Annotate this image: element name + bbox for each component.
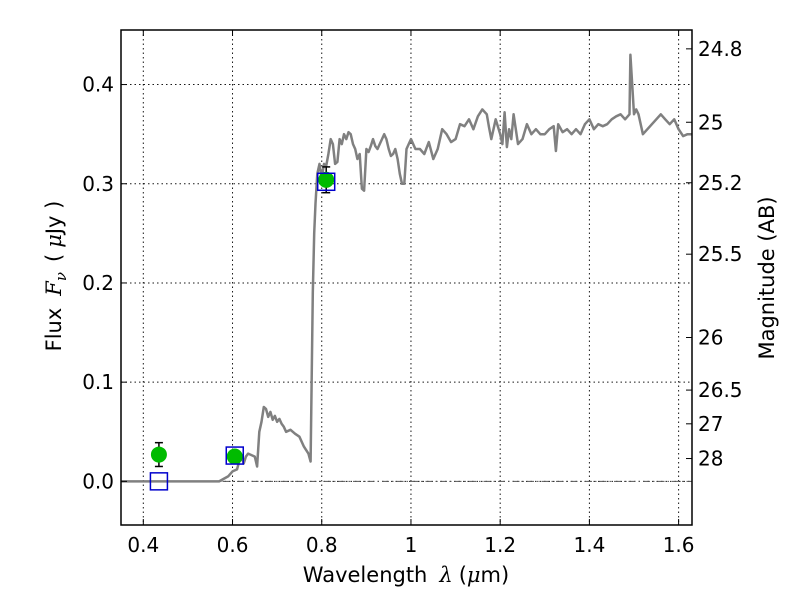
- x-axis-label: Wavelength λ (μm): [303, 563, 509, 587]
- model-flux-squares: [149, 172, 336, 491]
- x-tick-label: 0.4: [127, 533, 159, 557]
- x-tick-label: 0.6: [217, 533, 249, 557]
- grid-lines: [121, 30, 692, 525]
- y2-axis-label: Magnitude (AB): [755, 196, 779, 359]
- y2-tick-label: 27: [698, 412, 723, 436]
- model-flux-square: [149, 472, 169, 491]
- model-flux-square: [225, 446, 245, 465]
- y-tick-labels: 0.0 0.1 0.2 0.3 0.4: [82, 73, 114, 494]
- sed-line-path: [121, 53, 692, 483]
- x-tick-label: 1.2: [484, 533, 516, 557]
- sed-model-line: [121, 53, 692, 483]
- y2-tick-label: 25.2: [698, 171, 743, 195]
- x-tick-label: 1.4: [573, 533, 605, 557]
- observed-flux-point: [226, 448, 243, 465]
- y-tick-label: 0.2: [82, 271, 114, 295]
- x-tick-label: 1: [405, 533, 418, 557]
- plot-frame: [120, 29, 693, 526]
- y2-tick-label: 26: [698, 326, 723, 350]
- axis-ticks: [121, 30, 692, 525]
- x-tick-label: 1.6: [663, 533, 695, 557]
- y-tick-label: 0.0: [82, 469, 114, 493]
- y2-tick-label: 24.8: [698, 37, 743, 61]
- y-axis-label: FluxFν(μJy ): [42, 201, 70, 352]
- y2-tick-label: 25: [698, 110, 723, 134]
- observed-flux-point: [318, 171, 335, 188]
- y-tick-label: 0.4: [82, 73, 114, 97]
- y2-tick-label: 26.5: [698, 378, 743, 402]
- observed-flux-point: [150, 446, 167, 463]
- error-bars: [154, 166, 331, 468]
- model-flux-square: [316, 172, 336, 192]
- y-tick-label: 0.1: [82, 370, 114, 394]
- y2-tick-labels: 24.8 25 25.2 25.5 26 26.5 27 28: [698, 37, 743, 471]
- x-tick-label: 0.8: [306, 533, 338, 557]
- y-tick-label: 0.3: [82, 172, 114, 196]
- observed-flux-points: [150, 171, 335, 465]
- y2-tick-label: 28: [698, 447, 723, 471]
- y2-tick-label: 25.5: [698, 242, 743, 266]
- x-tick-labels: 0.4 0.6 0.8 1 1.2 1.4 1.6: [127, 533, 694, 557]
